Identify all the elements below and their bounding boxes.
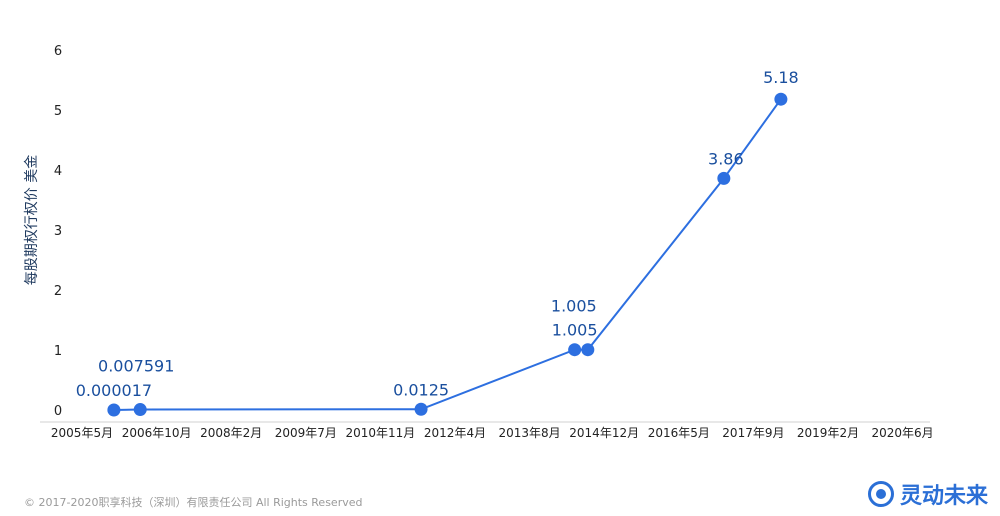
series-line: [113, 98, 782, 411]
y-tick-label: 0: [54, 404, 62, 419]
data-label: 1.005: [551, 297, 597, 316]
line-chart: 0 1 2 3 4 5 6 2005年5月 2006年10月 2008年2月 2009年7月 201…: [24, 44, 934, 440]
data-label: 3.86: [708, 149, 744, 168]
data-point: [717, 171, 731, 185]
data-label: 0.0125: [393, 380, 449, 399]
x-tick-label: 2020年6月: [872, 426, 934, 440]
data-label: 5.18: [763, 68, 799, 87]
brand-name: 灵动未来: [899, 484, 988, 509]
x-tick-label: 2006年10月: [122, 426, 192, 440]
data-point: [107, 403, 121, 417]
data-point: [568, 343, 582, 357]
y-tick-label: 6: [54, 44, 62, 59]
x-tick-label: 2005年5月: [51, 426, 113, 440]
x-tick-label: 2010年11月: [345, 426, 415, 440]
data-label: 0.000017: [76, 381, 152, 400]
y-tick-label: 2: [54, 284, 62, 299]
x-tick-label: 2019年2月: [797, 426, 859, 440]
x-tick-label: 2014年12月: [569, 426, 639, 440]
data-point: [774, 92, 788, 106]
y-axis-label: 每股期权行权价 美金: [24, 155, 40, 285]
data-label: 1.005: [552, 321, 598, 340]
data-point: [414, 402, 428, 416]
x-tick-label: 2013年8月: [499, 426, 561, 440]
y-tick-label: 4: [54, 164, 62, 179]
x-tick-label: 2009年7月: [275, 426, 337, 440]
brand-logo-icon: [867, 481, 894, 507]
data-point: [581, 343, 595, 357]
copyright-footer: © 2017-2020职享科技（深圳）有限责任公司 All Rights Res…: [24, 496, 363, 509]
y-tick-label: 3: [54, 224, 62, 239]
y-tick-label: 5: [54, 104, 62, 119]
brand-logo: 灵动未来: [867, 478, 988, 510]
x-tick-label: 2012年4月: [424, 426, 486, 440]
y-tick-label: 1: [54, 344, 62, 359]
x-axis: 2005年5月 2006年10月 2008年2月 2009年7月 2010年11月 201…: [40, 421, 934, 440]
y-axis: 0 1 2 3 4 5 6: [54, 44, 62, 419]
x-tick-label: 2016年5月: [648, 426, 710, 440]
x-tick-label: 2017年9月: [722, 426, 784, 440]
data-point: [133, 403, 147, 417]
x-tick-label: 2008年2月: [200, 426, 262, 440]
plot-area: 0.000017 0.007591 0.0125 1.005 1.005 3.86 5.18: [76, 68, 799, 417]
data-label: 0.007591: [98, 357, 174, 376]
